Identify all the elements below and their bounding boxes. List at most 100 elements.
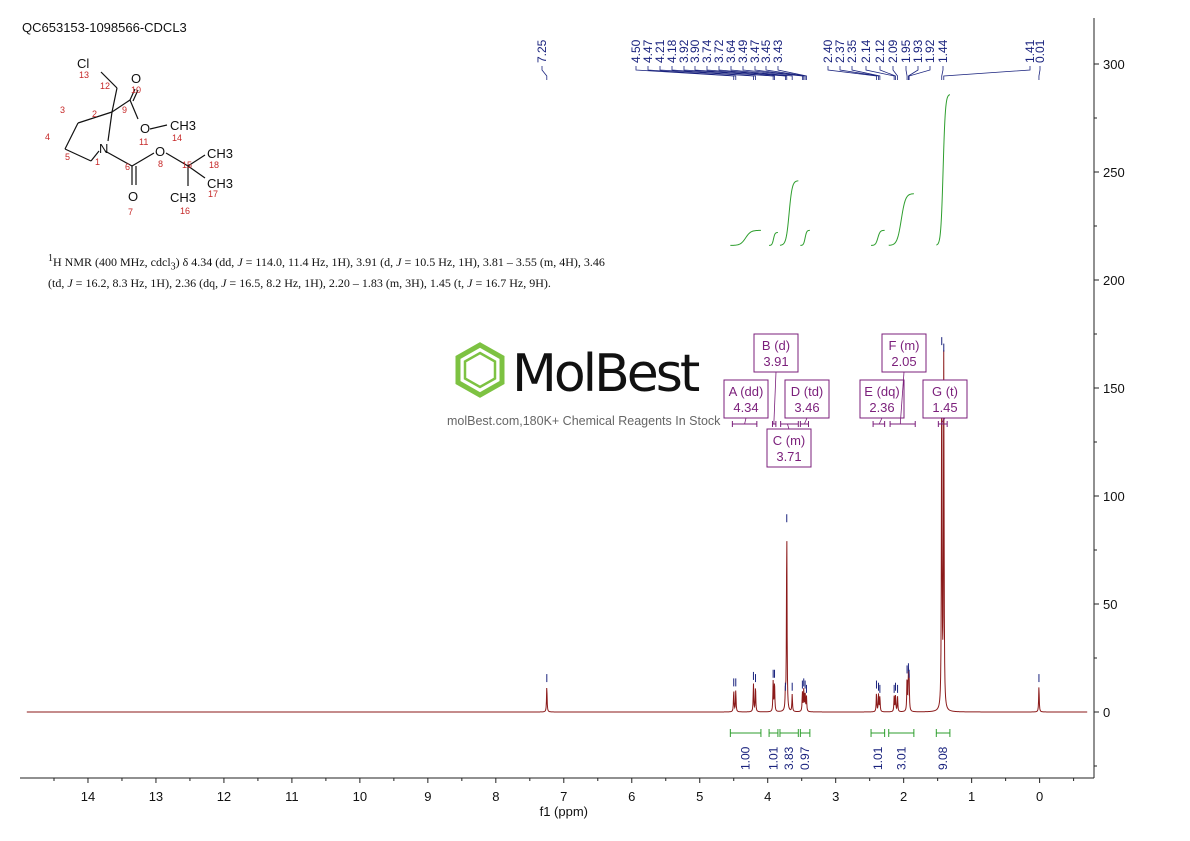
mol-label-cl: Cl bbox=[77, 56, 89, 71]
atom-number-16: 16 bbox=[180, 206, 190, 216]
peak-label-connector bbox=[742, 66, 803, 80]
multiplet-connector bbox=[787, 423, 790, 430]
peak-label-connector bbox=[892, 66, 898, 80]
x-axis-title: f1 (ppm) bbox=[540, 804, 588, 819]
integral-value: 0.97 bbox=[798, 746, 812, 770]
x-tick-label: 7 bbox=[560, 789, 567, 804]
multiplet-connector bbox=[899, 371, 905, 425]
peak-label-connector bbox=[694, 66, 775, 80]
atom-number-11: 11 bbox=[139, 137, 148, 147]
atom-number-8: 8 bbox=[158, 159, 163, 169]
atom-number-15: 15 bbox=[182, 160, 192, 170]
peak-label-connector bbox=[754, 66, 805, 80]
x-tick-label: 6 bbox=[628, 789, 635, 804]
structure-diagram: Cl O O CH3 N O CH3 CH3 O CH3 13 12 10 3 … bbox=[45, 56, 233, 217]
multiplet-shift: 2.05 bbox=[891, 354, 916, 369]
peak-label-connector bbox=[635, 66, 735, 80]
x-tick-label: 14 bbox=[81, 789, 95, 804]
peak-label: 2.14 bbox=[859, 39, 873, 63]
atom-number-1: 1 bbox=[95, 157, 100, 167]
mol-label-o-carbamate: O bbox=[155, 144, 165, 159]
peak-label: 3.43 bbox=[771, 39, 785, 63]
multiplet-name: E (dq) bbox=[864, 384, 899, 399]
multiplet-box bbox=[766, 428, 812, 468]
multiplet-box bbox=[753, 333, 799, 373]
peak-label: 2.12 bbox=[873, 39, 887, 63]
peak-label: 2.40 bbox=[821, 39, 835, 63]
integral-curve bbox=[800, 229, 810, 246]
y-tick-label: 250 bbox=[1103, 165, 1125, 180]
spectrum-trace bbox=[26, 350, 1088, 713]
mol-label-o-ester: O bbox=[140, 121, 150, 136]
peak-label-connector bbox=[671, 66, 756, 80]
integral-curve bbox=[730, 229, 761, 246]
peak-label-connector bbox=[659, 66, 754, 80]
atom-number-18: 18 bbox=[209, 160, 219, 170]
y-tick-label: 0 bbox=[1103, 705, 1110, 720]
multiplet-name: G (t) bbox=[932, 384, 958, 399]
multiplet-connector bbox=[878, 417, 883, 425]
mol-label-o-7: O bbox=[128, 189, 138, 204]
x-tick-label: 9 bbox=[424, 789, 431, 804]
peak-label: 3.74 bbox=[700, 39, 714, 63]
peak-label-connector bbox=[706, 66, 786, 80]
multiplet-shift: 4.34 bbox=[733, 400, 758, 415]
peak-label-connector bbox=[839, 66, 879, 80]
multiplet-connector bbox=[804, 417, 808, 425]
peak-label-connector bbox=[683, 66, 774, 80]
peak-label: 1.44 bbox=[936, 39, 950, 63]
peak-label: 4.21 bbox=[653, 39, 667, 63]
y-tick-label: 300 bbox=[1103, 57, 1125, 72]
atom-number-3: 3 bbox=[60, 105, 65, 115]
multiplet-shift: 3.91 bbox=[763, 354, 788, 369]
atom-number-2: 2 bbox=[92, 109, 97, 119]
atom-number-10: 10 bbox=[131, 85, 141, 95]
x-tick-label: 13 bbox=[149, 789, 163, 804]
y-tick-label: 50 bbox=[1103, 597, 1117, 612]
multiplet-name: B (d) bbox=[762, 338, 790, 353]
peak-label: 3.90 bbox=[688, 39, 702, 63]
peak-label-connector bbox=[941, 66, 944, 80]
x-tick-label: 0 bbox=[1036, 789, 1043, 804]
atom-number-12: 12 bbox=[100, 81, 110, 91]
integral-value: 3.83 bbox=[782, 746, 796, 770]
peak-label-connector bbox=[865, 66, 895, 80]
multiplet-connector bbox=[773, 371, 777, 425]
multiplet-box bbox=[723, 379, 769, 419]
nmr-description: 1H NMR (400 MHz, cdcl3) δ 4.34 (dd, J = … bbox=[48, 253, 605, 291]
peak-label: 3.45 bbox=[759, 39, 773, 63]
y-tick-label: 150 bbox=[1103, 381, 1125, 396]
peak-label-connector bbox=[718, 66, 788, 80]
watermark-tagline: molBest.com,180K+ Chemical Reagents In S… bbox=[447, 414, 721, 428]
integral-value: 1.00 bbox=[739, 746, 753, 770]
x-tick-label: 2 bbox=[900, 789, 907, 804]
peak-label-connector bbox=[905, 66, 908, 80]
atom-number-14: 14 bbox=[172, 133, 182, 143]
peak-label: 4.50 bbox=[629, 39, 643, 63]
atom-number-17: 17 bbox=[208, 189, 218, 199]
atom-number-5: 5 bbox=[65, 152, 70, 162]
peak-label: 3.64 bbox=[724, 39, 738, 63]
integral-value: 9.08 bbox=[936, 746, 950, 770]
integral-curve bbox=[888, 193, 914, 246]
atom-number-4: 4 bbox=[45, 132, 50, 142]
peak-label-connector bbox=[827, 66, 877, 80]
atom-number-7: 7 bbox=[128, 207, 133, 217]
atom-number-13: 13 bbox=[79, 70, 89, 80]
peak-label: 1.95 bbox=[899, 39, 913, 63]
multiplet-name: D (td) bbox=[791, 384, 824, 399]
peak-label-connector bbox=[777, 66, 807, 80]
integral-value: 1.01 bbox=[871, 746, 885, 770]
peak-label-connector bbox=[851, 66, 881, 80]
mol-label-ch3-16: CH3 bbox=[170, 190, 196, 205]
x-tick-label: 8 bbox=[492, 789, 499, 804]
peak-label: 3.49 bbox=[736, 39, 750, 63]
multiplet-box bbox=[859, 379, 905, 419]
peak-label: 4.18 bbox=[665, 39, 679, 63]
peak-label-connector bbox=[730, 66, 793, 80]
integral-value: 1.01 bbox=[766, 746, 780, 770]
peak-label: 2.09 bbox=[886, 39, 900, 63]
watermark-logo: MolBest molBest.com,180K+ Chemical Reage… bbox=[447, 340, 752, 435]
x-tick-label: 1 bbox=[968, 789, 975, 804]
x-tick-label: 12 bbox=[217, 789, 231, 804]
